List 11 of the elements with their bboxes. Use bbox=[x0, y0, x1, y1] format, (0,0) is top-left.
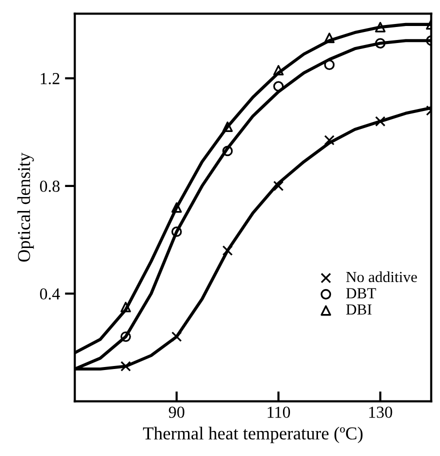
y-tick-label: 0.8 bbox=[40, 180, 60, 192]
legend-label: No additive bbox=[346, 271, 417, 282]
legend-label: DBI bbox=[346, 304, 372, 315]
y-tick-label: 0.4 bbox=[40, 288, 60, 300]
x-tick-label: 90 bbox=[168, 406, 184, 418]
y-axis-title: Optical density bbox=[17, 152, 34, 262]
x-tick-label: 110 bbox=[268, 406, 290, 418]
y-tick-label: 1.2 bbox=[40, 73, 60, 84]
x-tick-label: 130 bbox=[369, 406, 392, 418]
legend-label: DBT bbox=[346, 288, 376, 298]
x-axis-title: Thermal heat temperature (ºC) bbox=[143, 426, 363, 444]
